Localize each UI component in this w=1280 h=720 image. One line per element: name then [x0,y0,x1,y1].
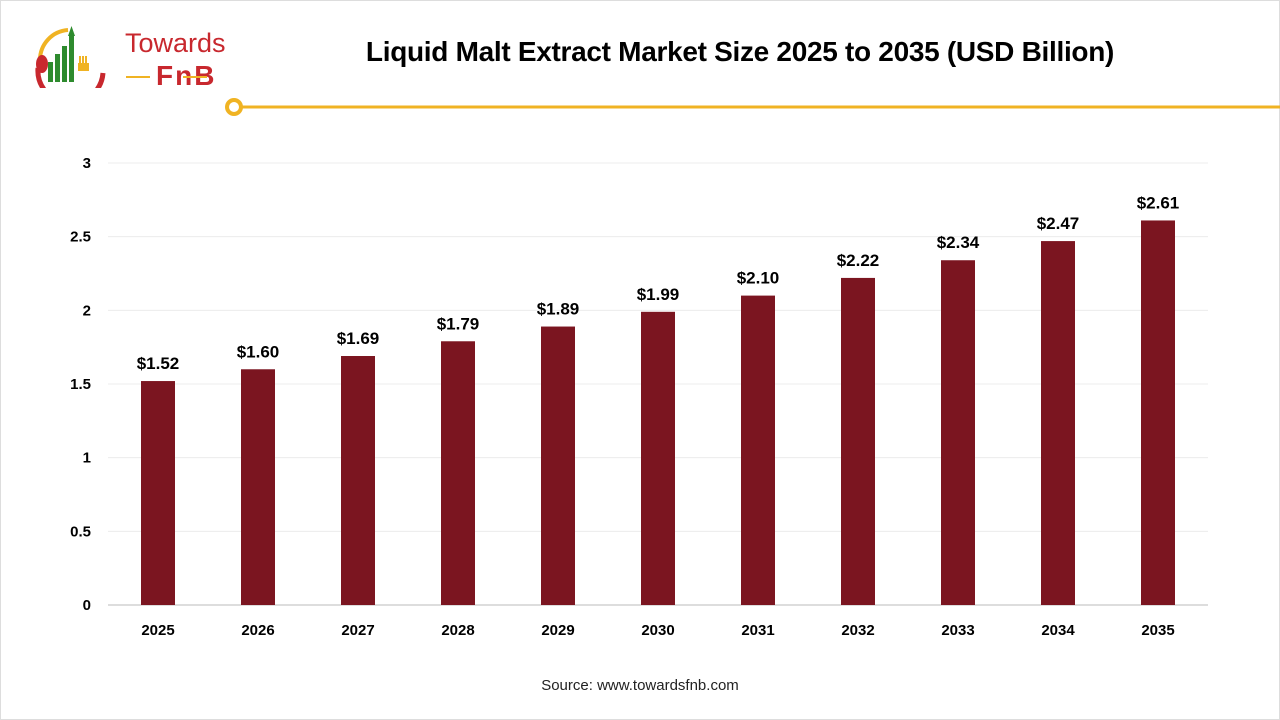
bar [541,326,575,605]
y-tick-label: 1.5 [70,376,91,393]
data-label: $2.61 [1137,193,1180,212]
data-label: $1.52 [137,354,180,373]
x-tick-label: 2033 [941,622,974,639]
x-tick-label: 2030 [641,622,674,639]
x-tick-label: 2034 [1041,622,1075,639]
data-label: $1.99 [637,285,680,304]
bar [1041,241,1075,605]
data-label: $1.60 [237,342,280,361]
data-label: $2.47 [1037,214,1080,233]
data-label: $2.22 [837,251,880,270]
bar [241,369,275,605]
logo-text-fnb: FnB [156,60,217,91]
y-tick-label: 2.5 [70,229,91,246]
bar [741,295,775,605]
logo-text-towards: Towards [125,28,226,58]
bar [841,277,875,605]
data-label: $1.79 [437,314,480,333]
x-tick-label: 2035 [1141,622,1174,639]
x-tick-label: 2031 [741,622,774,639]
bar [941,260,975,605]
bar [1141,220,1175,605]
bar [341,356,375,605]
data-label: $2.10 [737,269,780,288]
x-tick-label: 2026 [241,622,274,639]
chart-title: Liquid Malt Extract Market Size 2025 to … [365,36,1115,67]
y-tick-label: 3 [83,155,91,172]
source-note: Source: www.towardsfnb.com [541,677,739,694]
y-tick-label: 1 [83,450,91,467]
bar [441,341,475,605]
bar [141,381,175,605]
x-tick-label: 2029 [541,622,574,639]
y-tick-label: 2 [83,302,91,319]
y-tick-label: 0.5 [70,523,91,540]
logo-emblem-icon [35,26,106,88]
data-label: $1.89 [537,300,580,319]
towards-fnb-logo: Towards FnB [28,18,226,91]
y-tick-label: 0 [83,597,91,614]
x-tick-label: 2032 [841,622,874,639]
data-label: $2.34 [937,233,980,252]
x-tick-label: 2027 [341,622,374,639]
bar [641,311,675,605]
x-tick-label: 2028 [441,622,474,639]
data-label: $1.69 [337,329,380,348]
title-underline [225,98,1280,116]
x-tick-label: 2025 [141,622,174,639]
